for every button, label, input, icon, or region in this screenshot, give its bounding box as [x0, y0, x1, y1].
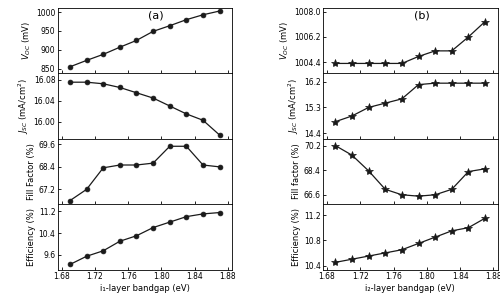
Y-axis label: $V_{OC}$ (mV): $V_{OC}$ (mV): [279, 21, 291, 60]
X-axis label: i₁-layer bandgap (eV): i₁-layer bandgap (eV): [100, 284, 190, 293]
X-axis label: i₂-layer bandgap (eV): i₂-layer bandgap (eV): [366, 284, 455, 293]
Y-axis label: Fill Factor (%): Fill Factor (%): [26, 143, 36, 200]
Text: (b): (b): [414, 11, 430, 21]
Y-axis label: $J_{SC}$ (mA/cm$^2$): $J_{SC}$ (mA/cm$^2$): [16, 78, 31, 134]
Y-axis label: Efficiency (%): Efficiency (%): [292, 208, 301, 266]
Y-axis label: Efficiency (%): Efficiency (%): [27, 208, 36, 266]
Y-axis label: Fill factor (%): Fill factor (%): [292, 144, 301, 199]
Y-axis label: $V_{OC}$ (mV): $V_{OC}$ (mV): [21, 21, 34, 60]
Text: (a): (a): [148, 11, 164, 21]
Y-axis label: $J_{SC}$ (mA/cm$^2$): $J_{SC}$ (mA/cm$^2$): [287, 78, 301, 134]
